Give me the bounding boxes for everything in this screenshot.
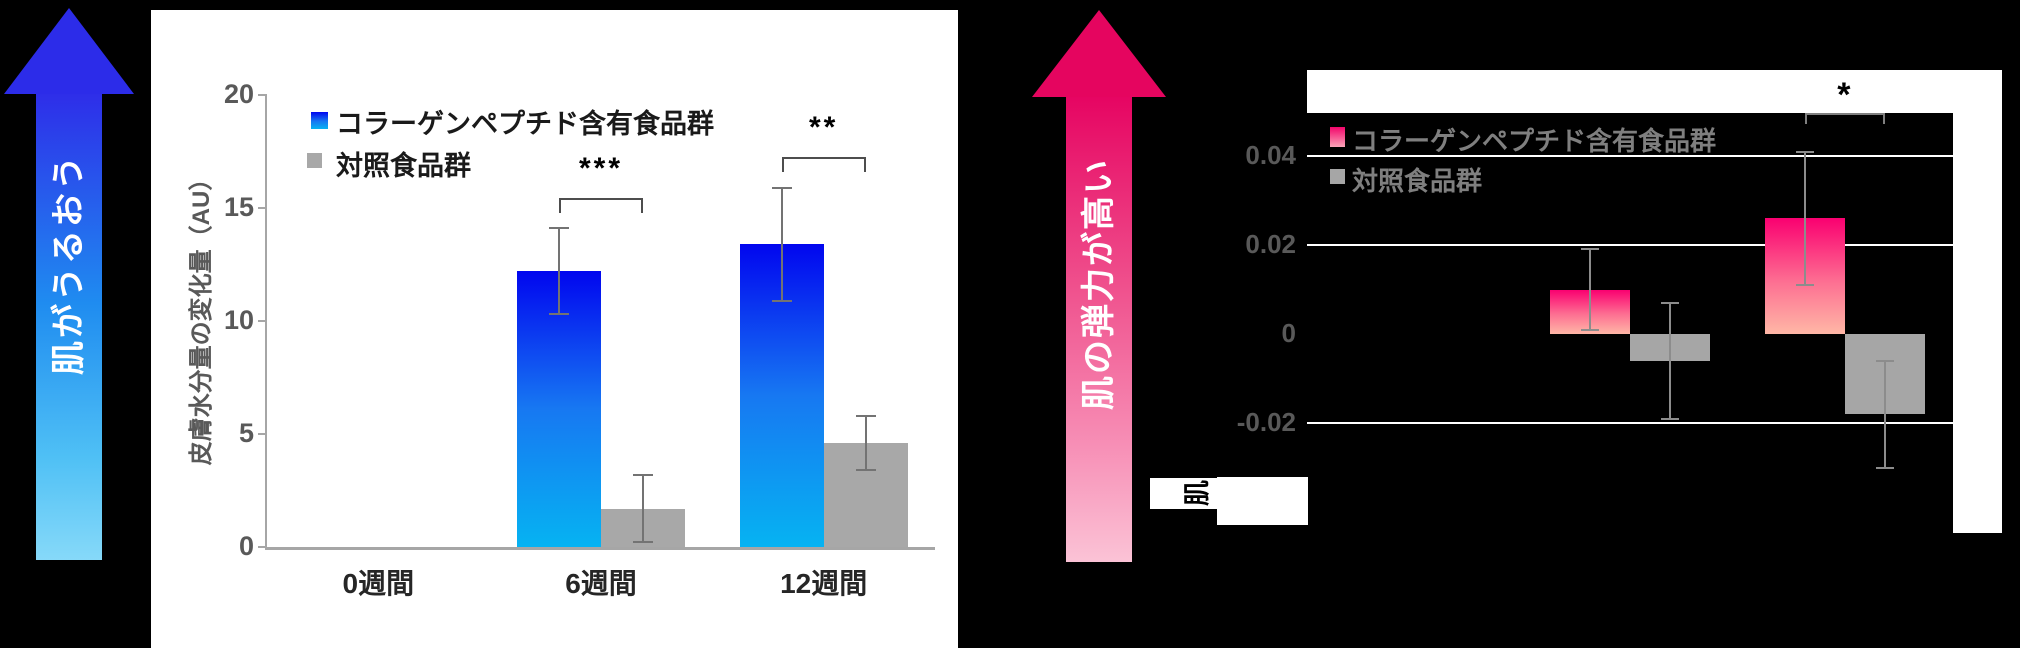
y-tick-label: 0 xyxy=(238,531,254,561)
significance-label: *** xyxy=(578,152,624,185)
y-tick-label: 5 xyxy=(238,418,254,448)
significance-bracket xyxy=(559,198,643,213)
elasticity-arrow-shaft xyxy=(1066,97,1132,562)
error-bar xyxy=(864,415,867,471)
gridline xyxy=(1307,422,1953,424)
error-bar xyxy=(642,474,644,543)
legend-label-collagen: コラーゲンペプチド含有食品群 xyxy=(336,109,714,139)
error-bar-cap xyxy=(1661,301,1679,304)
y-tick-mark xyxy=(258,546,267,548)
significance-label: ** xyxy=(808,111,839,144)
x-axis-line xyxy=(265,547,935,550)
y-tick-label: 0 xyxy=(1281,318,1296,348)
error-bar-cap xyxy=(1796,284,1815,287)
bar xyxy=(517,271,601,547)
y-tick-mark xyxy=(258,207,267,209)
y-axis-line xyxy=(265,95,267,547)
y-tick-mark xyxy=(258,94,267,96)
y-tick-label: 10 xyxy=(223,305,254,335)
error-bar xyxy=(558,228,560,315)
significance-bracket xyxy=(1805,113,1886,124)
elasticity-arrow-head xyxy=(1032,10,1166,97)
covered-title-strip xyxy=(1307,70,1953,113)
error-bar-cap xyxy=(549,313,569,316)
y-tick-label: 20 xyxy=(223,79,254,109)
error-bar xyxy=(1884,360,1887,468)
error-bar-cap xyxy=(633,473,653,476)
covered-ylabel-box-b xyxy=(1217,477,1308,525)
error-bar-cap xyxy=(1661,417,1679,420)
legend-label-control: 対照食品群 xyxy=(336,151,471,181)
moisture-arrow: 肌がうるおう xyxy=(4,8,134,560)
gridline xyxy=(1307,244,1953,246)
error-bar xyxy=(1804,151,1807,286)
error-bar-cap xyxy=(1581,248,1599,251)
x-category-label: 12週間 xyxy=(780,568,868,599)
y-tick-label: 0.04 xyxy=(1245,140,1296,170)
legend-swatch-control-gray xyxy=(1330,169,1345,184)
x-category-label: 6週間 xyxy=(565,568,637,599)
moisture-arrow-head xyxy=(4,8,134,94)
error-bar xyxy=(1669,302,1671,419)
error-bar-cap xyxy=(633,541,653,544)
x-category-label: 0週間 xyxy=(342,568,415,599)
legend-label-control: 対照食品群 xyxy=(1352,166,1483,196)
error-bar xyxy=(780,187,783,301)
gridline xyxy=(1307,155,1953,157)
error-bar-cap xyxy=(1796,150,1815,153)
error-bar-cap xyxy=(771,186,792,189)
y-tick-label: -0.02 xyxy=(1236,407,1296,437)
elasticity-y-axis-title-fragment: 肌 xyxy=(1182,480,1212,507)
error-bar-cap xyxy=(1581,328,1599,331)
y-tick-mark xyxy=(258,320,267,322)
significance-label: * xyxy=(1837,76,1854,114)
error-bar-cap xyxy=(1876,359,1895,362)
error-bar xyxy=(1589,249,1591,330)
legend-swatch-collagen xyxy=(311,112,328,129)
y-tick-mark xyxy=(258,433,267,435)
moisture-arrow-shaft xyxy=(36,94,102,560)
significance-bracket xyxy=(781,157,866,172)
elasticity-arrow: 肌の弾力が高い xyxy=(1032,10,1166,562)
error-bar-cap xyxy=(855,469,876,472)
legend-label-collagen: コラーゲンペプチド含有食品群 xyxy=(1352,126,1717,156)
legend-swatch-collagen-pink xyxy=(1330,127,1345,147)
legend-swatch-control xyxy=(307,153,322,168)
error-bar-cap xyxy=(1876,466,1895,469)
error-bar-cap xyxy=(771,299,792,302)
y-tick-label: 15 xyxy=(223,192,254,222)
error-bar-cap xyxy=(855,414,876,417)
error-bar-cap xyxy=(549,227,569,230)
y-tick-label: 0.02 xyxy=(1245,229,1296,259)
right-white-column xyxy=(1953,70,2002,533)
